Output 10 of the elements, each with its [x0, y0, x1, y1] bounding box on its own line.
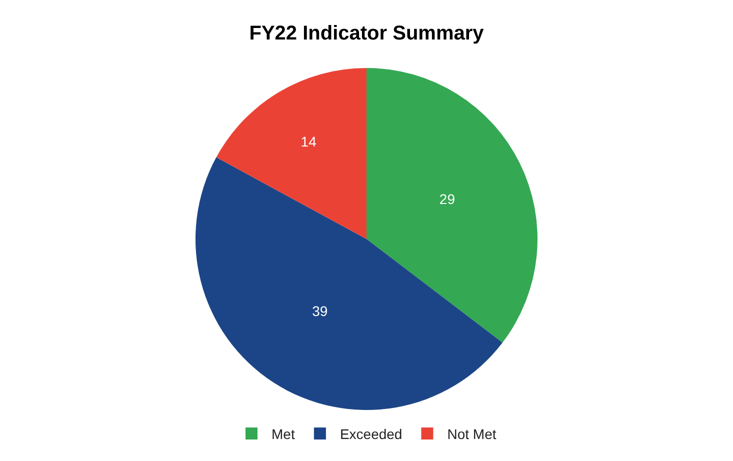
- legend-label: Exceeded: [340, 426, 402, 442]
- data-label: 39: [312, 302, 328, 319]
- legend-label: Met: [272, 426, 295, 442]
- chart-title: FY22 Indicator Summary: [249, 22, 485, 44]
- pie-slice: [196, 157, 502, 410]
- data-label: 14: [300, 134, 317, 150]
- pie-slice: [366, 68, 538, 343]
- data-label: 29: [439, 190, 456, 207]
- pie-slice: [216, 68, 366, 239]
- legend-label: Not Met: [447, 426, 496, 442]
